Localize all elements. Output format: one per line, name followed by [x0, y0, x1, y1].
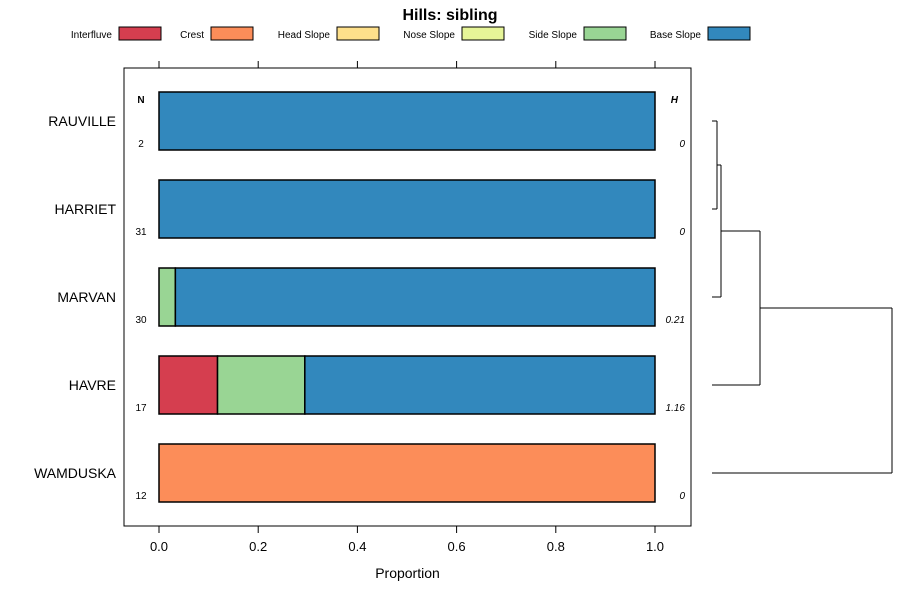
x-tick-label: 0.6	[448, 539, 466, 554]
category-label-havre: HAVRE	[69, 377, 116, 393]
legend-swatch-nose-slope	[461, 26, 505, 41]
legend-label-side-slope: Side Slope	[529, 30, 578, 41]
bar-marvan-side-slope	[158, 267, 177, 327]
x-axis-title: Proportion	[375, 565, 440, 581]
category-label-rauville: RAUVILLE	[48, 113, 116, 129]
n-value-rauville: 2	[138, 139, 144, 150]
x-tick-label: 0.4	[348, 539, 366, 554]
bar-havre-side-slope	[216, 355, 306, 415]
plot-panel	[123, 67, 692, 527]
h-value-harriet: 0	[679, 227, 685, 238]
n-value-marvan: 30	[135, 315, 147, 326]
h-column-header: H	[671, 95, 679, 106]
bar-harriet-base-slope	[158, 179, 656, 239]
bars	[158, 91, 656, 503]
x-tick-label: 0.0	[150, 539, 168, 554]
legend-label-base-slope: Base Slope	[650, 30, 702, 41]
n-value-harriet: 31	[135, 227, 147, 238]
category-labels: RAUVILLE 2 0 HARRIET 31 0 MARVAN 30 0.21 HAVRE 17 1…	[34, 113, 685, 502]
h-value-marvan: 0.21	[666, 315, 685, 326]
legend-swatch-base-slope	[707, 26, 751, 41]
h-value-rauville: 0	[679, 139, 685, 150]
legend-label-crest: Crest	[180, 30, 204, 41]
n-column-header: N	[137, 95, 144, 106]
legend-swatch-side-slope	[583, 26, 627, 41]
category-label-wamduska: WAMDUSKA	[34, 465, 117, 481]
legend-swatch-interfluve	[118, 26, 162, 41]
bar-havre-interfluve	[158, 355, 219, 415]
bar-marvan-base-slope	[174, 267, 656, 327]
legend-swatch-crest	[210, 26, 254, 41]
x-tick-label: 0.8	[547, 539, 565, 554]
x-tick-label: 1.0	[646, 539, 664, 554]
legend: Interfluve Crest Head Slope Nose Slope Side …	[71, 26, 751, 41]
category-label-harriet: HARRIET	[55, 201, 117, 217]
legend-label-nose-slope: Nose Slope	[403, 30, 455, 41]
category-label-marvan: MARVAN	[57, 289, 116, 305]
legend-label-interfluve: Interfluve	[71, 30, 113, 41]
chart-title: Hills: sibling	[402, 7, 497, 24]
bar-rauville-base-slope	[158, 91, 656, 151]
x-tick-label: 0.2	[249, 539, 267, 554]
n-value-havre: 17	[135, 403, 147, 414]
legend-swatch-head-slope	[336, 26, 380, 41]
legend-label-head-slope: Head Slope	[278, 30, 331, 41]
bar-wamduska-crest	[158, 443, 656, 503]
h-value-havre: 1.16	[666, 403, 686, 414]
h-value-wamduska: 0	[679, 491, 685, 502]
x-axis: 0.0 0.2 0.4 0.6 0.8 1.0	[150, 61, 664, 554]
bar-havre-base-slope	[304, 355, 656, 415]
n-value-wamduska: 12	[135, 491, 147, 502]
dendrogram	[712, 120, 893, 474]
